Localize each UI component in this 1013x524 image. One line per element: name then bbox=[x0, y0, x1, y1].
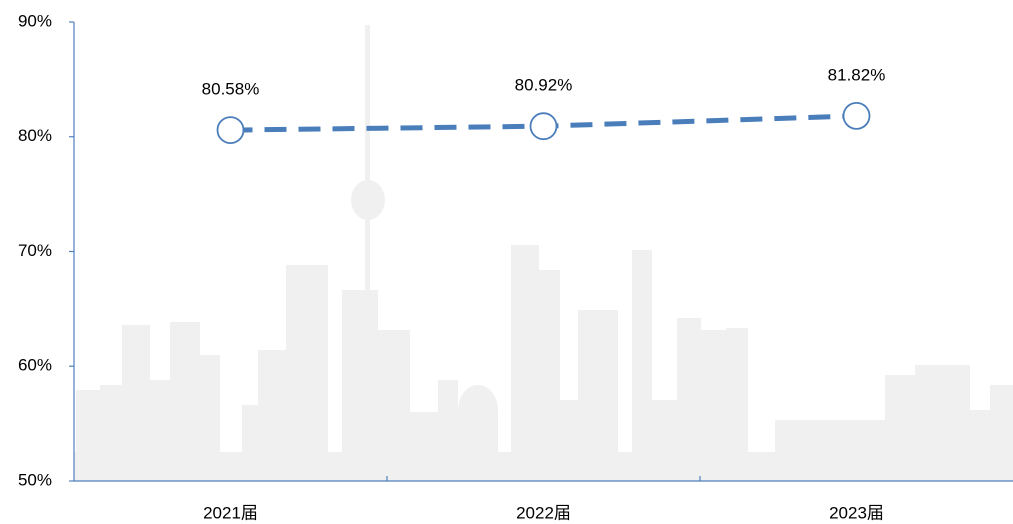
data-point bbox=[529, 112, 558, 141]
data-point bbox=[842, 101, 871, 130]
data-label: 81.82% bbox=[828, 65, 886, 84]
skyline-background bbox=[74, 25, 1013, 481]
data-label: 80.92% bbox=[515, 76, 573, 95]
data-label: 80.58% bbox=[202, 80, 260, 99]
y-tick-label: 80% bbox=[18, 126, 52, 145]
x-tick-label: 2021届 bbox=[203, 503, 258, 522]
data-point bbox=[216, 116, 245, 144]
y-tick-label: 50% bbox=[18, 470, 52, 489]
y-tick-label: 70% bbox=[18, 241, 52, 260]
y-tick-label: 90% bbox=[18, 11, 52, 30]
x-tick-label: 2022届 bbox=[516, 503, 571, 522]
y-tick-label: 60% bbox=[18, 356, 52, 375]
x-tick-label: 2023届 bbox=[829, 503, 884, 522]
